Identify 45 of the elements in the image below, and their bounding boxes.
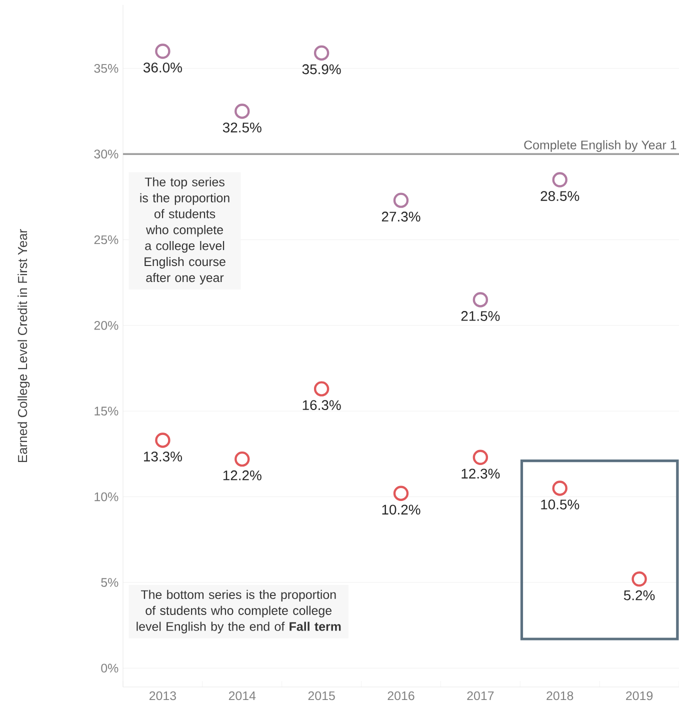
x-tick-label: 2013	[149, 691, 176, 700]
point	[155, 44, 170, 59]
point	[552, 172, 568, 188]
x-tick-label: 2014	[228, 691, 256, 700]
data-label: 21.5%	[461, 311, 500, 321]
y-tick-label: 25%	[94, 235, 118, 244]
ref-line-label: Complete English by Year 1	[524, 140, 676, 152]
point	[632, 571, 647, 587]
annotation: The top series is the proportion of students who complete a college level English course after one year	[140, 177, 230, 285]
y-tick-label: 20%	[94, 321, 118, 330]
annotation: The bottom series is the proportion of students who complete college level English by the end of Fall term	[136, 590, 341, 634]
y-tick-label: 10%	[94, 492, 118, 502]
point	[155, 432, 170, 448]
data-label: 12.3%	[462, 468, 500, 479]
y-tick-label: 0%	[101, 664, 118, 673]
data-label: 16.3%	[302, 400, 341, 410]
point	[234, 104, 250, 119]
point	[314, 45, 330, 61]
data-label: 27.3%	[382, 212, 420, 222]
y-tick-label: 30%	[94, 150, 118, 158]
y-tick-label: 35%	[94, 64, 118, 73]
y-axis-title: Earned College Level Credit in First Year	[18, 229, 30, 462]
data-label: 13.3%	[144, 452, 182, 462]
data-label: 5.2%	[624, 590, 655, 600]
data-label: 32.5%	[222, 122, 262, 132]
y-tick-label: 5%	[101, 578, 118, 587]
data-label: 28.5%	[540, 191, 580, 201]
y-tick-label: 15%	[94, 406, 118, 416]
data-label: 10.2%	[382, 504, 420, 515]
data-label: 10.5%	[541, 500, 580, 510]
point	[472, 292, 488, 308]
x-tick-label: 2015	[308, 691, 335, 700]
x-tick-label: 2016	[388, 691, 414, 700]
point	[472, 450, 488, 465]
data-label: 12.2%	[223, 470, 262, 480]
point	[314, 381, 330, 396]
data-label: 36.0%	[143, 62, 182, 72]
point	[393, 192, 409, 208]
x-tick-label: 2017	[467, 691, 494, 700]
data-label: 35.9%	[302, 64, 341, 74]
x-tick-label: 2018	[546, 691, 574, 700]
x-tick-label: 2019	[626, 691, 653, 700]
point	[393, 486, 409, 501]
point	[234, 451, 250, 467]
point	[552, 480, 568, 496]
